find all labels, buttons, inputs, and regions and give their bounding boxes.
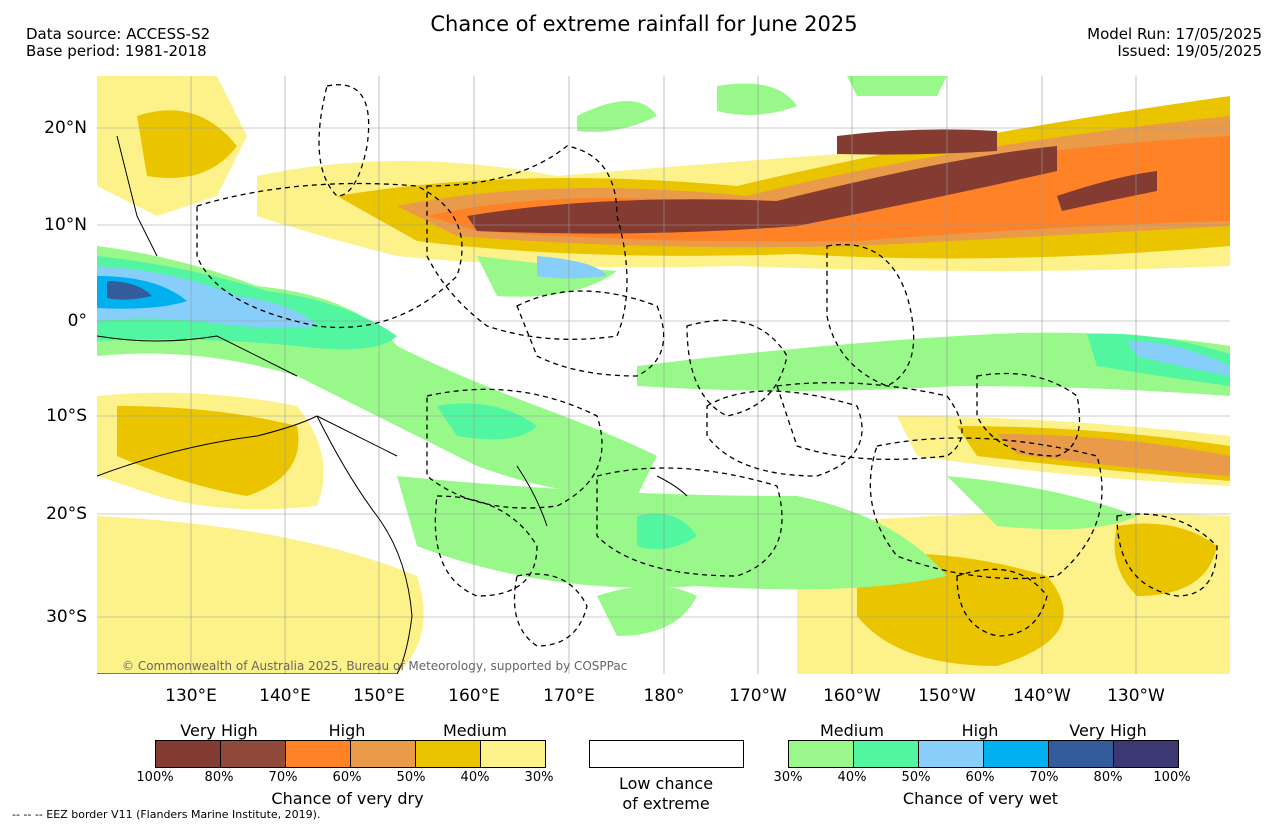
lon-label-140e: 140°E: [259, 686, 311, 706]
legend-dry-tick: 70%: [268, 770, 298, 785]
copyright-text: © Commonwealth of Australia 2025, Bureau…: [122, 659, 628, 673]
legend-low-chance-swatch: [589, 740, 744, 768]
legend-dry-swatch: [221, 741, 286, 767]
model-run: Model Run: 17/05/2025: [1087, 25, 1262, 43]
lon-label-130w: 130°W: [1107, 686, 1165, 706]
legend-wet-swatch: [789, 741, 854, 767]
dry-anomaly-layer: [97, 76, 1230, 674]
eez-borders: [196, 84, 1218, 647]
lon-label-180: 180°: [643, 686, 685, 706]
base-period: Base period: 1981-2018: [26, 42, 207, 60]
legend-wet-swatch: [919, 741, 984, 767]
map-title: Chance of extreme rainfall for June 2025: [430, 12, 858, 36]
legend-wet-swatch: [984, 741, 1049, 767]
lon-label-170e: 170°E: [543, 686, 595, 706]
legend-dry-tick: 100%: [136, 770, 174, 785]
lat-label-30s: 30°S: [46, 607, 87, 627]
legend-wet-tick: 30%: [773, 770, 803, 785]
lon-label-150w: 150°W: [918, 686, 976, 706]
lat-label-0: 0°: [67, 311, 87, 331]
legend-wet-header-medium: Medium: [820, 721, 884, 740]
legend-dry-caption: Chance of very dry: [271, 789, 424, 808]
legend-wet-tick: 60%: [965, 770, 995, 785]
legend-low-line2: of extreme: [622, 794, 710, 813]
lat-label-10n: 10°N: [44, 215, 87, 235]
map-canvas: [97, 76, 1230, 674]
legend-dry-swatch: [416, 741, 481, 767]
lon-label-150e: 150°E: [353, 686, 405, 706]
legend-dry-header-very-high: Very High: [180, 721, 258, 740]
lat-label-20s: 20°S: [46, 504, 87, 524]
legend-dry-header-medium: Medium: [443, 721, 507, 740]
legend-dry-tick: 80%: [204, 770, 234, 785]
legend-dry-tick: 30%: [524, 770, 554, 785]
legend-dry-swatch: [286, 741, 351, 767]
legend-wet-tick: 70%: [1029, 770, 1059, 785]
legend-wet-tick: 50%: [901, 770, 931, 785]
legend-wet-caption: Chance of very wet: [902, 789, 1059, 808]
issued-date: Issued: 19/05/2025: [1117, 42, 1262, 60]
coastlines: [97, 135, 688, 674]
legend-wet-swatch: [1114, 741, 1178, 767]
legend-dry-colorbar: [155, 740, 546, 768]
legend-wet-tick: 100%: [1153, 770, 1191, 785]
legend-wet-tick: 80%: [1093, 770, 1123, 785]
lon-label-140w: 140°W: [1013, 686, 1071, 706]
lon-label-170w: 170°W: [729, 686, 787, 706]
legend-low-line1: Low chance: [618, 774, 714, 793]
lat-label-20n: 20°N: [44, 118, 87, 138]
legend-dry-swatch: [351, 741, 416, 767]
lat-label-10s: 10°S: [46, 406, 87, 426]
graticule: [97, 76, 1230, 674]
legend-wet-header-high: High: [961, 721, 999, 740]
lon-label-160e: 160°E: [448, 686, 500, 706]
meta-right: Model Run: 17/05/2025 Issued: 19/05/2025: [1087, 26, 1262, 60]
lon-label-160w: 160°W: [823, 686, 881, 706]
legend-dry-header-high: High: [328, 721, 366, 740]
legend-wet-tick: 40%: [837, 770, 867, 785]
data-source: Data source: ACCESS-S2: [26, 25, 211, 43]
legend-low-chance-label: Low chance of extreme: [570, 774, 762, 814]
rainfall-map: [97, 76, 1230, 674]
legend-dry-tick: 50%: [396, 770, 426, 785]
legend-wet-header-very-high: Very High: [1069, 721, 1147, 740]
legend-dry-tick: 60%: [332, 770, 362, 785]
legend-wet-colorbar: [788, 740, 1179, 768]
legend-dry-tick: 40%: [460, 770, 490, 785]
legend-dry-swatch: [156, 741, 221, 767]
meta-left: Data source: ACCESS-S2 Base period: 1981…: [26, 26, 210, 60]
legend-wet-swatch: [1049, 741, 1114, 767]
legend-wet-swatch: [854, 741, 919, 767]
eez-footnote: -- -- -- EEZ border V11 (Flanders Marine…: [12, 808, 321, 821]
legend-dry-swatch: [481, 741, 545, 767]
lon-label-130e: 130°E: [165, 686, 217, 706]
